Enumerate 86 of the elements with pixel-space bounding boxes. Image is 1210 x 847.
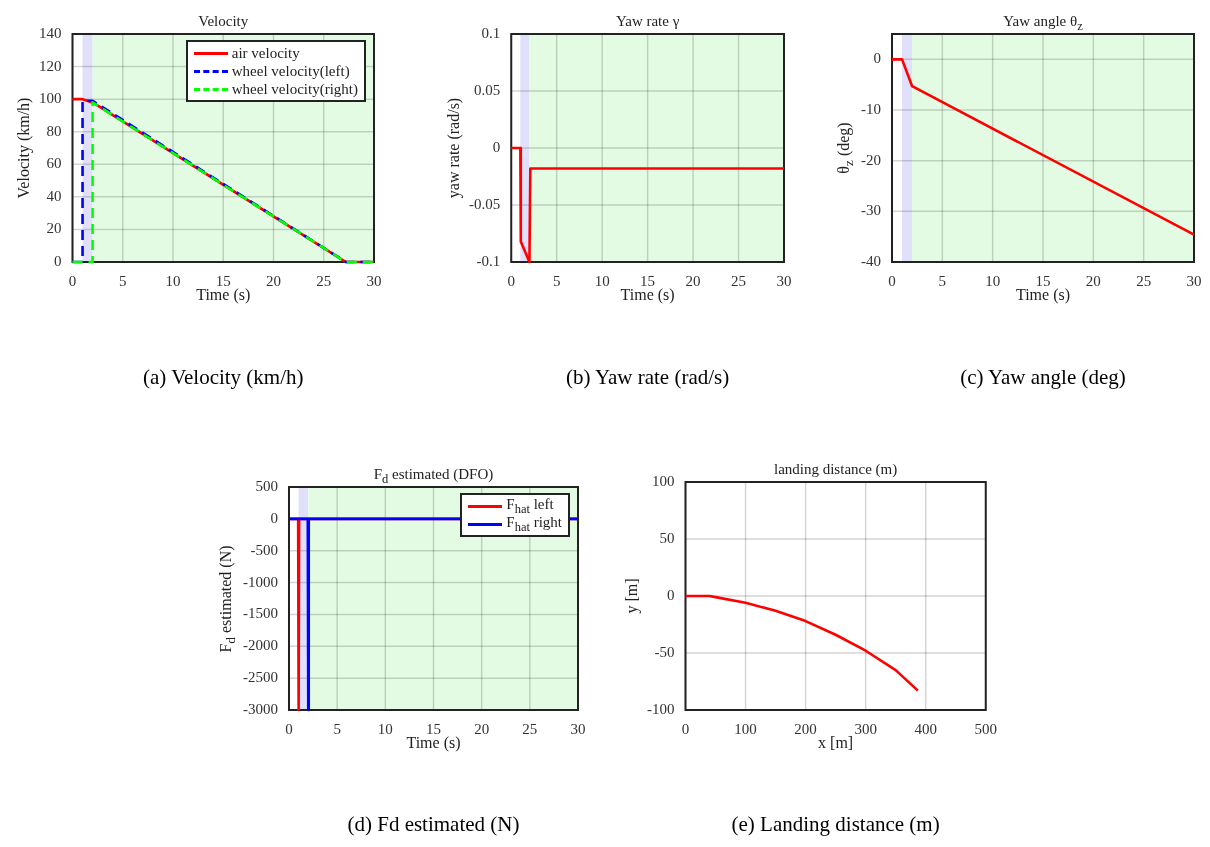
text: (e) Landing distance (m)	[731, 812, 940, 837]
text: (c) Yaw angle (deg)	[960, 365, 1126, 390]
x-tick-label: 15	[1035, 272, 1051, 289]
x-tick-label: 30	[366, 272, 382, 289]
x-axis-title: Time (s)	[1015, 286, 1071, 304]
y-tick-label: -50	[654, 643, 675, 660]
y-tick-label: -30	[861, 202, 881, 219]
x-tick-label: 5	[552, 272, 561, 289]
chart-title: landing distance (m)	[773, 461, 898, 478]
y-tick-label: 140	[39, 24, 62, 41]
y-tick-label: 0.05	[474, 81, 501, 98]
y-tick-label: -2500	[243, 669, 278, 686]
x-tick-label: 0	[507, 272, 515, 289]
x-tick-label: 10	[377, 720, 393, 737]
y-tick-label: 40	[46, 187, 62, 204]
y-axis-title: y [m]	[623, 578, 641, 614]
x-tick-label: 15	[215, 272, 231, 289]
x-tick-label: 10	[165, 272, 181, 289]
y-tick-label: 0	[492, 138, 501, 155]
x-tick-label: 0	[888, 272, 896, 289]
x-tick-label: 10	[985, 272, 1001, 289]
x-tick-label: 30	[1186, 272, 1202, 289]
y-tick-label: 500	[255, 477, 278, 494]
x-tick-label: 0	[68, 272, 77, 289]
legend-label: F$_{hat}$ left	[506, 495, 554, 516]
x-tick-label: 25	[731, 272, 747, 289]
y-tick-label: 100	[39, 90, 62, 107]
y-tick-label: -1000	[243, 573, 278, 590]
y-tick-label: -40	[861, 252, 881, 269]
x-tick-label: 15	[426, 720, 441, 737]
chart-title: F$_{d}$ estimated (DFO)	[373, 466, 494, 487]
x-tick-label: 15	[640, 272, 656, 289]
y-tick-label: -2000	[243, 637, 278, 654]
y-tick-label: -500	[250, 541, 278, 558]
y-tick-label: 0	[667, 586, 675, 603]
x-tick-label: 0	[681, 720, 690, 737]
x-tick-label: 0	[285, 720, 293, 737]
legend-label: F$_{hat}$ right	[506, 513, 562, 535]
y-tick-label: -0.05	[469, 195, 501, 212]
x-tick-label: 20	[685, 272, 701, 289]
x-tick-label: 30	[776, 272, 792, 289]
y-tick-label: -3000	[243, 700, 278, 717]
x-tick-label: 500	[974, 720, 997, 737]
y-axis-title: yaw rate (rad/s)	[445, 97, 463, 199]
y-tick-label: -1500	[243, 605, 278, 622]
legend-label: wheel velocity(left)	[231, 62, 350, 80]
x-axis-title: Time (s)	[196, 286, 251, 304]
y-tick-label: 20	[46, 220, 62, 237]
x-tick-label: 5	[938, 272, 947, 289]
legend-label: wheel velocity(right)	[231, 80, 358, 98]
x-tick-label: 25	[316, 272, 332, 289]
x-tick-label: 10	[594, 272, 610, 289]
x-tick-label: 25	[522, 720, 538, 737]
text: (d) Fd estimated (N)	[347, 812, 520, 837]
x-axis-title: Time (s)	[620, 286, 675, 304]
y-tick-label: 120	[39, 57, 62, 74]
text: (a) Velocity (km/h)	[142, 365, 304, 390]
y-tick-label: 0.1	[481, 24, 501, 41]
y-tick-label: -100	[647, 700, 675, 717]
x-tick-label: 20	[1085, 272, 1101, 289]
x-axis-title: x [m]	[818, 734, 854, 752]
chart-title: Yaw rate γ	[615, 13, 680, 30]
x-tick-label: 25	[1136, 272, 1152, 289]
x-tick-label: 400	[914, 720, 937, 737]
x-tick-label: 30	[570, 720, 586, 737]
y-tick-label: 0	[54, 252, 62, 269]
y-tick-label: -10	[861, 100, 881, 117]
x-axis-title: Time (s)	[406, 734, 461, 752]
x-tick-label: 5	[119, 272, 127, 289]
y-tick-label: 80	[46, 122, 62, 139]
text: (b) Yaw rate (rad/s)	[565, 365, 730, 390]
x-tick-label: 300	[854, 720, 877, 737]
y-axis-title: Velocity (km/h)	[15, 97, 33, 199]
y-tick-label: 0	[873, 50, 881, 67]
chart-title: Yaw angle θ$_{z}$	[1003, 13, 1083, 34]
y-tick-label: -20	[861, 151, 881, 168]
y-tick-label: -0.1	[476, 252, 501, 269]
legend-label: air velocity	[231, 44, 300, 62]
y-tick-label: 0	[270, 509, 278, 526]
y-tick-label: 50	[659, 529, 675, 546]
chart-title: Velocity	[198, 13, 249, 30]
y-tick-label: 100	[652, 472, 675, 489]
y-tick-label: 60	[46, 155, 62, 172]
x-tick-label: 5	[333, 720, 341, 737]
x-tick-label: 100	[734, 720, 757, 737]
x-tick-label: 200	[794, 720, 817, 737]
